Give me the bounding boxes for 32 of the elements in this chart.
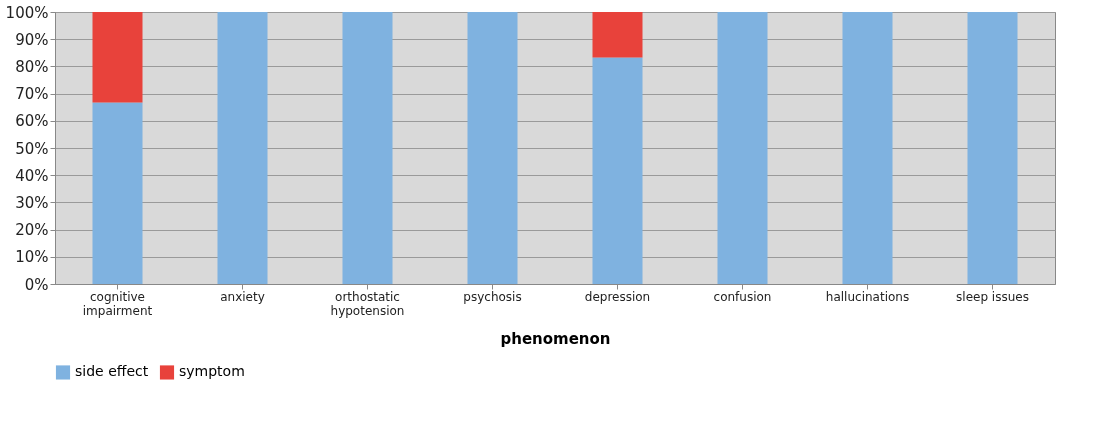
bar (217, 12, 268, 284)
bar (592, 12, 643, 58)
bar (717, 12, 768, 284)
y-tick-label: 60% (15, 112, 49, 131)
bar (592, 57, 643, 284)
legend-label: symptom (179, 363, 245, 380)
x-tick-label: cognitive impairment (82, 289, 153, 318)
bar (967, 12, 1018, 284)
x-tick-label: orthostatic hypotension (330, 289, 405, 318)
bar (92, 102, 143, 284)
y-tick-label: 50% (15, 139, 49, 158)
x-tick-label: depression (584, 289, 651, 304)
y-tick-label: 100% (5, 3, 49, 22)
bar (92, 12, 143, 103)
y-tick-label: 20% (15, 221, 49, 240)
y-tick-label: 10% (15, 248, 49, 267)
y-tick-label: 40% (15, 166, 49, 185)
bar (842, 12, 893, 284)
y-tick-label: 70% (15, 85, 49, 104)
y-tick-label: 0% (24, 275, 49, 294)
y-tick-label: 80% (15, 57, 49, 76)
x-axis-title: phenomenon (500, 329, 611, 348)
x-tick-label: hallucinations (825, 289, 910, 304)
x-tick-label: psychosis (463, 289, 522, 304)
bar (342, 12, 393, 284)
legend-label: side effect (75, 363, 149, 380)
x-tick-label: sleep issues (956, 289, 1029, 304)
y-tick-label: 90% (15, 30, 49, 49)
x-tick-label: confusion (713, 289, 772, 304)
bar (467, 12, 518, 284)
x-tick-label: anxiety (220, 289, 265, 304)
y-tick-label: 30% (15, 193, 49, 212)
